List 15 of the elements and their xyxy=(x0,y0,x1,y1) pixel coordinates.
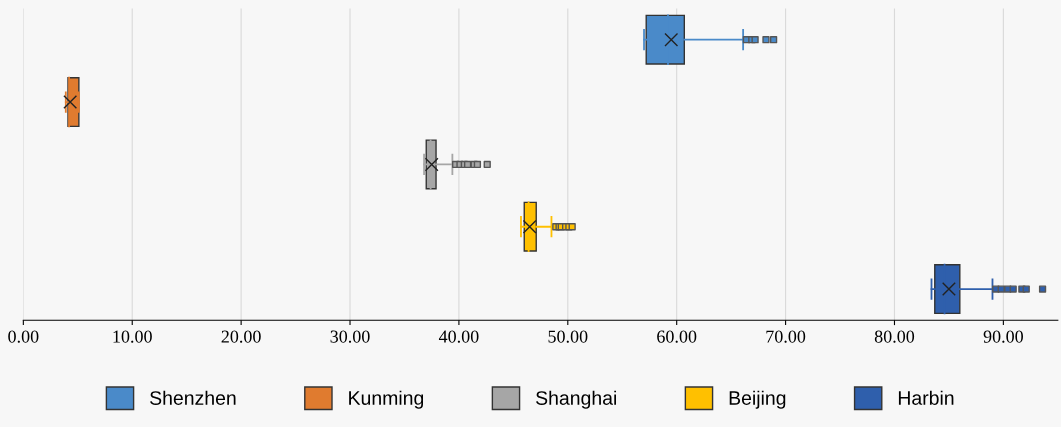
x-tick-label: 0.00 xyxy=(8,330,39,343)
x-tick-label: 60.00 xyxy=(657,330,697,343)
legend-label: Shenzhen xyxy=(150,390,236,405)
x-tick-label: 70.00 xyxy=(766,330,806,343)
legend-label: Shanghai xyxy=(536,390,616,409)
x-tick-label: 40.00 xyxy=(438,330,479,343)
legend-label: Beijing xyxy=(729,390,786,409)
x-tick-label: 50.00 xyxy=(548,330,588,343)
x-tick-label: 80.00 xyxy=(874,330,915,343)
legend-label: Kunming xyxy=(349,390,424,409)
x-tick-label: 20.00 xyxy=(221,330,261,343)
x-tick-label: 90.00 xyxy=(983,330,1023,343)
x-tick-label: 10.00 xyxy=(113,330,152,343)
legend-label: Harbin xyxy=(898,390,954,405)
x-tick-label: 30.00 xyxy=(330,330,370,343)
